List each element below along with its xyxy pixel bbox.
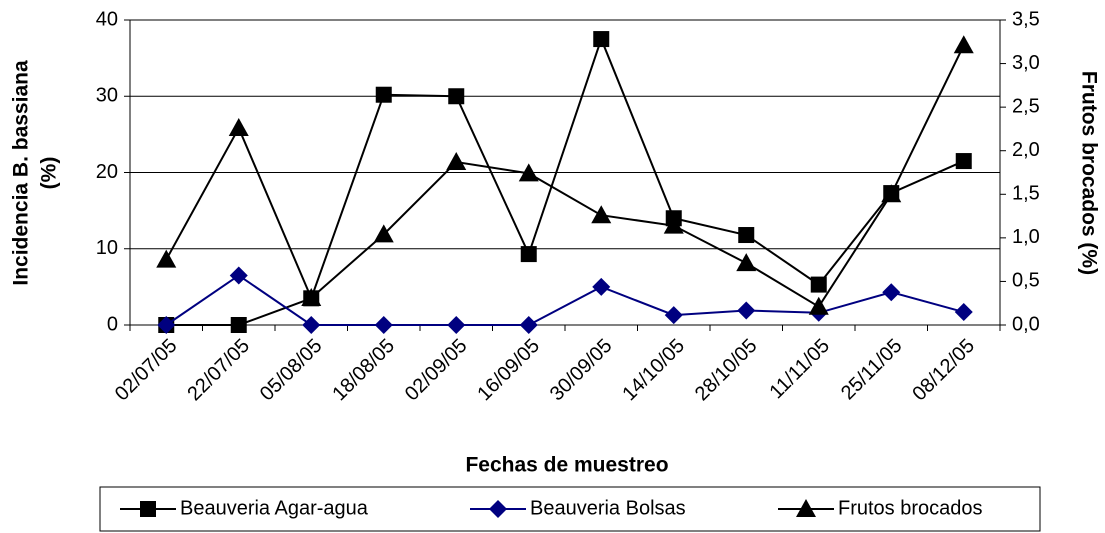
marker-triangle xyxy=(953,35,974,54)
x-tick-label: 28/10/05 xyxy=(691,335,762,406)
y-axis-title: (%) xyxy=(38,157,61,190)
y2-tick-label: 3,5 xyxy=(1012,8,1040,30)
y2-tick-label: 2,0 xyxy=(1012,139,1040,161)
y2-tick-label: 0,0 xyxy=(1012,313,1040,335)
series-line xyxy=(166,36,965,326)
marker-diamond xyxy=(447,316,466,334)
x-tick-label: 02/07/05 xyxy=(111,335,182,406)
y-tick-label: 0 xyxy=(107,313,118,335)
y-tick-label: 10 xyxy=(96,237,118,259)
marker-diamond xyxy=(157,316,176,334)
marker-diamond xyxy=(882,283,901,302)
marker-diamond xyxy=(954,303,973,322)
marker-square xyxy=(448,88,465,105)
marker-triangle xyxy=(663,215,684,234)
marker-triangle xyxy=(156,249,177,268)
marker-triangle xyxy=(591,205,612,224)
marker-triangle xyxy=(796,499,816,517)
marker-diamond xyxy=(374,316,393,334)
marker-diamond xyxy=(229,266,248,285)
marker-square xyxy=(593,31,610,48)
series-line xyxy=(165,44,965,309)
marker-square xyxy=(738,227,755,244)
marker-triangle xyxy=(446,152,467,171)
x-tick-label: 22/07/05 xyxy=(183,335,254,406)
marker-diamond xyxy=(737,301,756,320)
x-tick-label: 30/09/05 xyxy=(546,335,617,406)
marker-square xyxy=(375,86,392,103)
marker-triangle xyxy=(518,163,539,182)
y2-tick-label: 2,5 xyxy=(1012,95,1040,117)
y2-tick-label: 1,0 xyxy=(1012,226,1040,248)
legend-label: Beauveria Agar-agua xyxy=(180,497,369,519)
y-tick-label: 20 xyxy=(96,161,118,183)
marker-triangle xyxy=(881,184,902,203)
marker-triangle xyxy=(301,287,322,306)
marker-square xyxy=(810,276,827,293)
marker-diamond xyxy=(519,316,538,334)
y2-tick-label: 1,5 xyxy=(1012,183,1040,205)
marker-diamond xyxy=(664,306,683,325)
x-tick-label: 18/08/05 xyxy=(328,335,399,406)
x-tick-label: 02/09/05 xyxy=(401,335,472,406)
y2-tick-label: 0,5 xyxy=(1012,270,1040,292)
marker-square xyxy=(230,317,247,333)
legend-label: Frutos brocados xyxy=(838,497,983,519)
x-tick-label: 16/09/05 xyxy=(473,335,544,406)
legend-box xyxy=(99,486,1041,532)
legend-label: Beauveria Bolsas xyxy=(530,497,686,519)
x-tick-label: 14/10/05 xyxy=(618,335,689,406)
marker-diamond xyxy=(302,316,321,334)
y2-tick-label: 3,0 xyxy=(1012,52,1040,74)
x-tick-label: 11/11/05 xyxy=(766,335,835,404)
marker-diamond xyxy=(592,277,611,296)
y2-axis-title: Frutos brocados (%) xyxy=(1077,71,1100,275)
y-tick-label: 30 xyxy=(96,85,118,107)
marker-triangle xyxy=(808,296,829,315)
marker-triangle xyxy=(736,253,757,272)
marker-square xyxy=(520,246,537,263)
x-tick-label: 05/08/05 xyxy=(256,335,327,406)
y-tick-label: 40 xyxy=(96,8,118,30)
x-tick-label: 08/12/05 xyxy=(908,335,979,406)
marker-square xyxy=(955,153,972,170)
x-tick-label: 25/11/05 xyxy=(837,335,907,405)
marker-triangle xyxy=(228,118,249,137)
x-axis-title: Fechas de muestreo xyxy=(465,454,668,477)
y-axis-title: Incidencia B. bassiana xyxy=(10,60,33,286)
marker-diamond xyxy=(489,500,507,518)
marker-square xyxy=(140,501,156,517)
series-line xyxy=(165,274,965,326)
marker-triangle xyxy=(373,224,394,243)
